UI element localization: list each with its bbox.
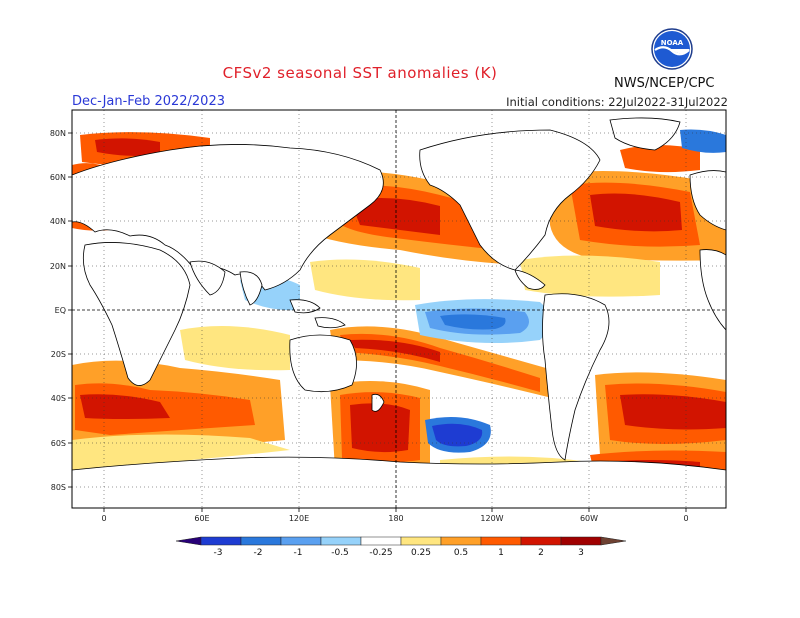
lat-label-20n: 20N <box>50 262 66 271</box>
colorbar-swatch <box>280 536 322 546</box>
colorbar-tick: 0.5 <box>454 548 468 558</box>
lon-label-120w: 120W <box>480 514 503 523</box>
colorbar-swatch <box>440 536 482 546</box>
lon-label-0-left: 0 <box>101 514 106 523</box>
colorbar-swatch <box>400 536 442 546</box>
colorbar-swatch <box>240 536 282 546</box>
initial-conditions-label: Initial conditions: 22Jul2022-31Jul2022 <box>506 95 728 109</box>
lat-label-40s: 40S <box>51 394 66 403</box>
map-title: CFSv2 seasonal SST anomalies (K) <box>222 64 498 82</box>
lat-label-40n: 40N <box>50 217 66 226</box>
colorbar-tick: -0.5 <box>331 548 349 558</box>
colorbar-swatch <box>320 536 362 546</box>
noaa-logo: NOAA <box>651 28 693 70</box>
colorbar-tick: -1 <box>294 548 303 558</box>
map-frame <box>71 109 727 509</box>
gridlines <box>72 110 726 508</box>
colorbar-swatch <box>480 536 522 546</box>
lon-label-60w: 60W <box>580 514 598 523</box>
agency-label: NWS/NCEP/CPC <box>614 76 715 91</box>
colorbar-swatch <box>360 536 402 546</box>
colorbar-min-arrow <box>175 536 202 546</box>
season-label: Dec-Jan-Feb 2022/2023 <box>72 94 225 109</box>
colorbar: -3 -2 -1 -0.5 -0.25 0.25 0.5 1 2 3 <box>175 536 627 558</box>
colorbar-tick: 3 <box>578 548 584 558</box>
lat-label-60s: 60S <box>51 439 66 448</box>
colorbar-tick: -0.25 <box>369 548 392 558</box>
logo-text: NOAA <box>661 39 684 47</box>
equator-dateline <box>72 110 726 508</box>
colorbar-tick: -2 <box>254 548 263 558</box>
lat-label-20s: 20S <box>51 350 66 359</box>
colorbar-max-arrow <box>600 536 627 546</box>
colorbar-tick: -3 <box>214 548 223 558</box>
lon-label-120e: 120E <box>289 514 309 523</box>
lon-label-60e: 60E <box>194 514 209 523</box>
lat-label-60n: 60N <box>50 173 66 182</box>
colorbar-tick: 1 <box>498 548 504 558</box>
colorbar-tick: 0.25 <box>411 548 431 558</box>
colorbar-swatch <box>520 536 562 546</box>
lat-label-80s: 80S <box>51 483 66 492</box>
lat-label-80n: 80N <box>50 129 66 138</box>
colorbar-swatch <box>560 536 602 546</box>
lon-label-180: 180 <box>388 514 403 523</box>
lon-label-0-right: 0 <box>683 514 688 523</box>
lat-label-eq: EQ <box>55 306 66 315</box>
colorbar-swatch <box>200 536 242 546</box>
continents <box>72 117 726 508</box>
colorbar-tick: 2 <box>538 548 544 558</box>
